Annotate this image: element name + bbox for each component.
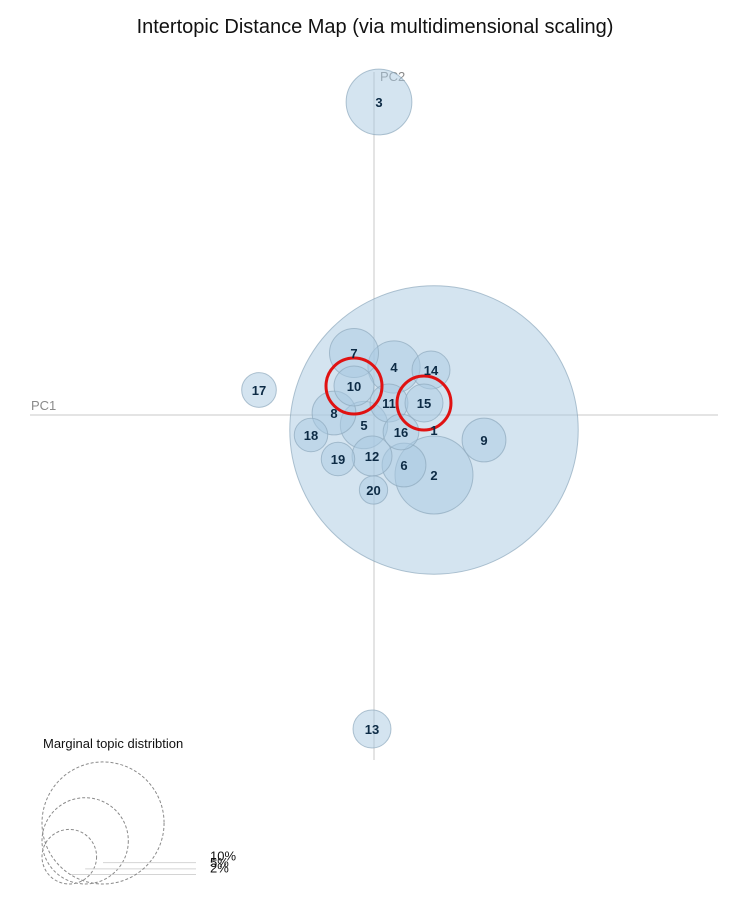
- topic-label-5: 5: [360, 418, 367, 433]
- topic-label-3: 3: [375, 95, 382, 110]
- legend-label-10: 10%: [210, 849, 236, 864]
- pc1-axis-label: PC1: [31, 398, 56, 413]
- topic-label-11: 11: [382, 396, 396, 411]
- topic-label-15: 15: [417, 396, 431, 411]
- legend-circle-10: [41, 761, 165, 885]
- topic-bubble-17[interactable]: [241, 372, 277, 408]
- legend-title: Marginal topic distribtion: [43, 736, 183, 751]
- topic-label-18: 18: [304, 428, 318, 443]
- legend-circle-5: [41, 797, 129, 885]
- topic-label-4: 4: [390, 360, 398, 375]
- highlight-ring-10: [324, 356, 384, 416]
- topic-label-8: 8: [330, 406, 337, 421]
- topic-bubble-18[interactable]: [293, 417, 329, 453]
- topic-bubbles: [241, 68, 579, 749]
- highlight-ring-15: [395, 374, 453, 432]
- topic-label-16: 16: [394, 425, 408, 440]
- legend-circle-2: [41, 828, 98, 885]
- topic-label-20: 20: [366, 483, 380, 498]
- legend-label-2: 2%: [210, 860, 229, 875]
- topic-label-14: 14: [424, 363, 439, 378]
- topic-label-2: 2: [430, 468, 437, 483]
- topic-label-13: 13: [365, 722, 379, 737]
- topic-bubble-20[interactable]: [358, 475, 389, 505]
- topic-label-1: 1: [430, 423, 437, 438]
- topic-bubble-3[interactable]: [345, 68, 413, 136]
- highlight-markers: [324, 356, 453, 432]
- topic-label-6: 6: [400, 458, 407, 473]
- topic-bubble-10[interactable]: [333, 365, 375, 407]
- topic-label-7: 7: [350, 346, 357, 361]
- topic-bubble-9[interactable]: [461, 417, 507, 463]
- legend-label-5: 5%: [210, 855, 229, 870]
- size-legend: Marginal topic distribtion 2%5%10%: [41, 736, 236, 885]
- topic-bubble-15[interactable]: [404, 383, 444, 423]
- topic-label-17: 17: [252, 383, 266, 398]
- topic-label-19: 19: [331, 452, 345, 467]
- topic-bubble-19[interactable]: [320, 441, 356, 477]
- topic-label-12: 12: [365, 449, 379, 464]
- topic-bubble-13[interactable]: [352, 709, 392, 749]
- topic-bubble-16[interactable]: [382, 413, 420, 451]
- topic-label-10: 10: [347, 379, 361, 394]
- chart-title: Intertopic Distance Map (via multidimens…: [137, 16, 614, 38]
- topic-label-9: 9: [480, 433, 487, 448]
